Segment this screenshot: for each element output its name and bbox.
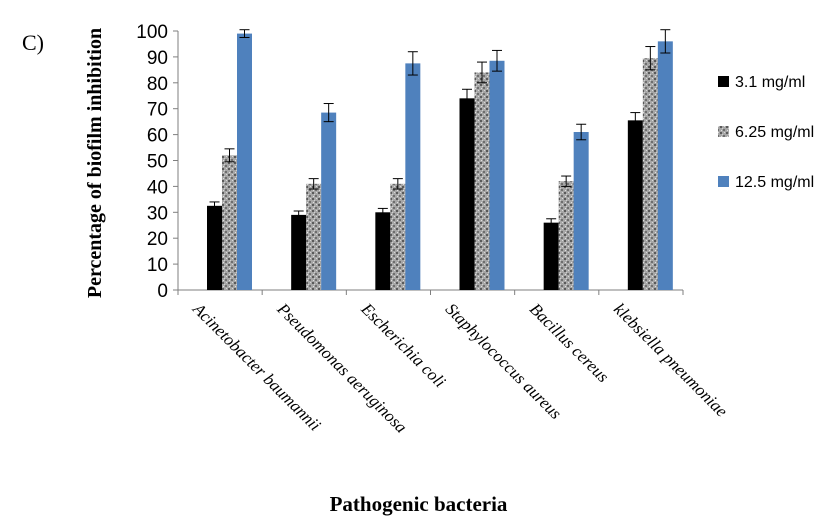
- x-axis-label: Pathogenic bacteria: [329, 492, 508, 516]
- y-tick-label: 100: [136, 22, 168, 43]
- x-category-label: Bacillus cereus: [526, 299, 613, 386]
- y-tick-label: 90: [147, 48, 168, 69]
- y-tick-label: 10: [147, 255, 168, 276]
- y-axis-label: Percentage of biofilm inhibition: [84, 28, 106, 298]
- y-tick-label: 70: [147, 100, 168, 121]
- bar: [573, 132, 589, 290]
- bar: [306, 183, 322, 290]
- bar: [474, 72, 490, 290]
- y-tick-label: 60: [147, 126, 168, 147]
- y-tick-label: 40: [147, 177, 168, 198]
- legend-label: 6.25 mg/ml: [735, 124, 814, 141]
- x-category-label: klebsiella pneumoniae: [610, 299, 732, 421]
- bar: [489, 60, 505, 290]
- bar: [237, 33, 252, 291]
- bar: [222, 155, 237, 290]
- legend-swatch: [718, 126, 729, 137]
- y-tick-label: 0: [157, 281, 168, 302]
- bar: [657, 41, 673, 290]
- bar: [207, 205, 222, 290]
- y-tick-label: 20: [147, 229, 168, 250]
- legend-swatch: [718, 76, 729, 87]
- y-tick-label: 30: [147, 203, 168, 224]
- legend-label: 12.5 mg/ml: [735, 174, 814, 191]
- bars: [207, 29, 673, 291]
- legend-swatch: [718, 176, 729, 187]
- panel-label: C): [22, 30, 44, 55]
- y-tick-label: 50: [147, 152, 168, 173]
- bar: [642, 58, 658, 290]
- bar: [321, 112, 337, 291]
- bar: [375, 212, 391, 290]
- bar: [627, 120, 643, 290]
- bar: [405, 63, 421, 290]
- x-category-label: Escherichia coli: [357, 299, 450, 392]
- bar: [390, 183, 406, 290]
- bar: [459, 98, 475, 290]
- y-tick-label: 80: [147, 74, 168, 95]
- legend-label: 3.1 mg/ml: [735, 74, 805, 91]
- bar: [291, 214, 307, 290]
- legend: 3.1 mg/ml 6.25 mg/ml 12.5 mg/ml: [718, 74, 814, 191]
- bar: [558, 181, 574, 290]
- bar: [543, 222, 559, 290]
